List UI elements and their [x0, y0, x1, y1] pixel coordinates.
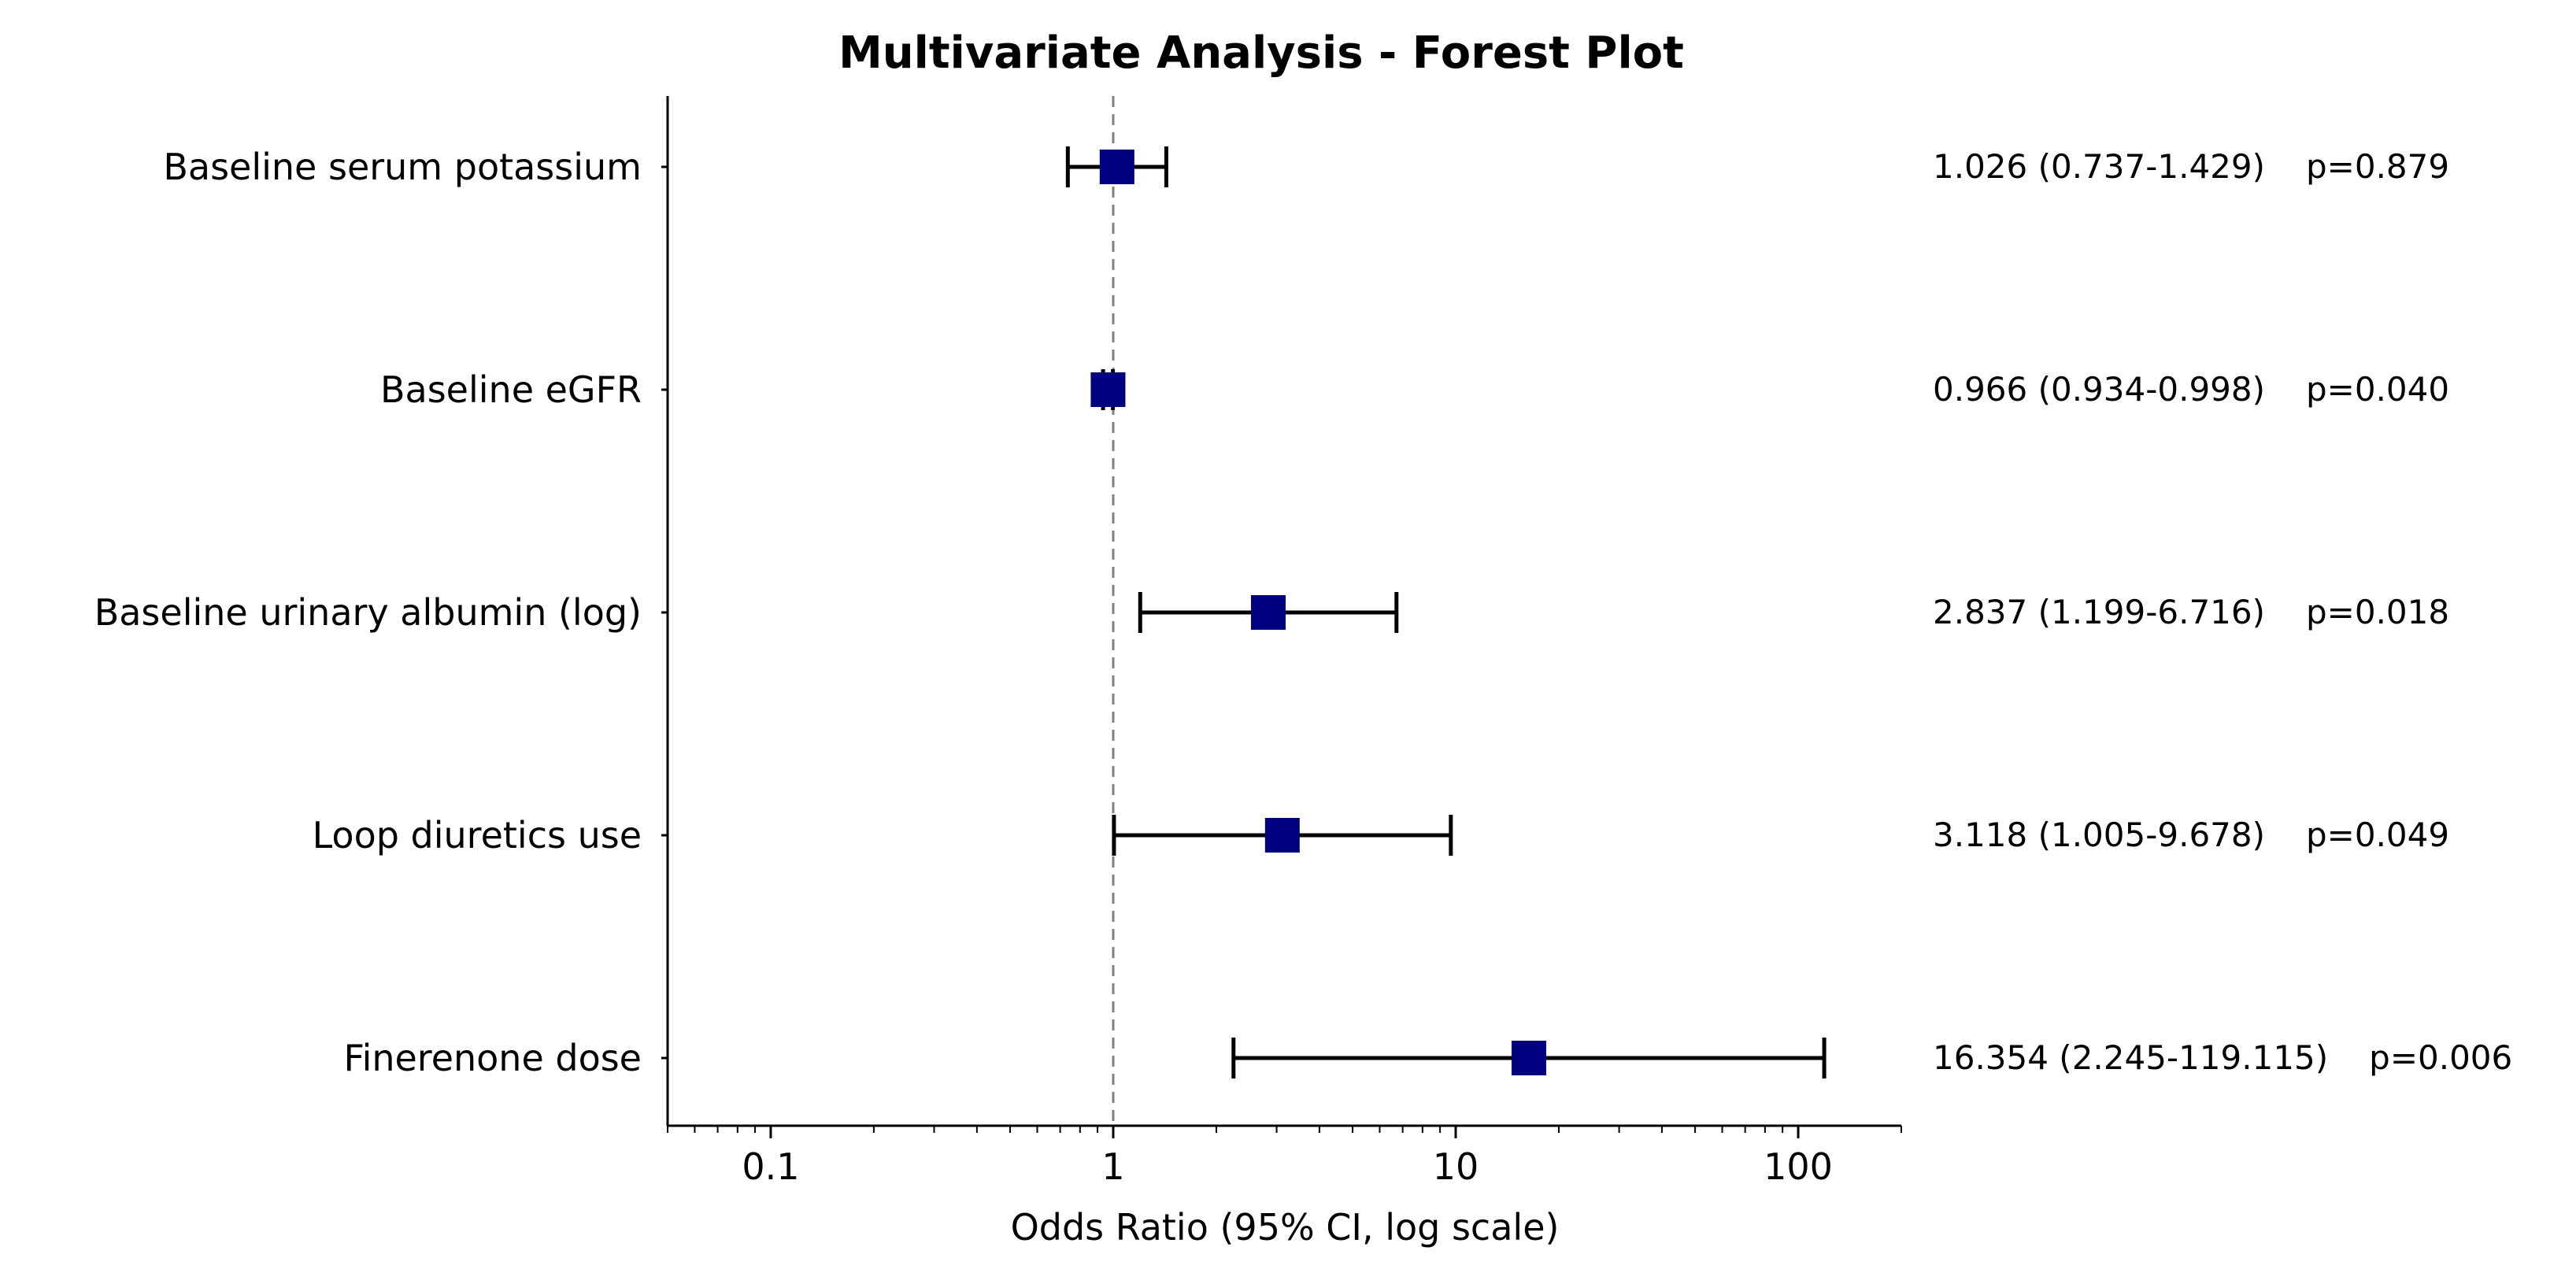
- row-label: Baseline serum potassium: [163, 146, 642, 188]
- p-value-annotation: p=0.049: [2306, 816, 2449, 854]
- row-label: Baseline eGFR: [380, 368, 642, 411]
- x-axis-label: Odds Ratio (95% CI, log scale): [1011, 1206, 1560, 1249]
- row-label: Baseline urinary albumin (log): [94, 591, 642, 634]
- p-value-annotation: p=0.879: [2306, 147, 2449, 186]
- forest-row: Loop diuretics use 3.118 (1.005-9.678) p=0…: [313, 814, 2449, 856]
- forest-row: Finerenone dose 16.354 (2.245-119.115) p=0…: [343, 1037, 2512, 1079]
- p-value-annotation: p=0.040: [2306, 370, 2449, 409]
- odds-ratio-marker: [1090, 372, 1126, 407]
- ci-annotation: 2.837 (1.199-6.716): [1933, 593, 2265, 631]
- forest-row: Baseline urinary albumin (log) 2.837 (1.1…: [94, 591, 2449, 634]
- odds-ratio-marker: [1250, 595, 1286, 630]
- odds-ratio-marker: [1099, 150, 1134, 184]
- x-tick-label: 1: [1101, 1145, 1124, 1188]
- p-value-annotation: p=0.006: [2369, 1038, 2512, 1077]
- x-tick-label: 10: [1433, 1145, 1479, 1188]
- forest-row: Baseline eGFR 0.966 (0.934-0.998) p=0.040: [380, 368, 2449, 411]
- ci-annotation: 16.354 (2.245-119.115): [1933, 1038, 2328, 1077]
- ci-annotation: 1.026 (0.737-1.429): [1933, 147, 2265, 186]
- p-value-annotation: p=0.018: [2306, 593, 2449, 631]
- odds-ratio-marker: [1264, 818, 1300, 853]
- x-tick-label: 100: [1764, 1145, 1833, 1188]
- row-label: Finerenone dose: [343, 1037, 642, 1079]
- forest-row: Baseline serum potassium 1.026 (0.737-1.4…: [163, 146, 2449, 188]
- ci-annotation: 0.966 (0.934-0.998): [1933, 370, 2265, 409]
- row-label: Loop diuretics use: [313, 814, 642, 856]
- odds-ratio-marker: [1511, 1041, 1546, 1075]
- chart-title: Multivariate Analysis - Forest Plot: [838, 28, 1684, 79]
- ci-annotation: 3.118 (1.005-9.678): [1933, 816, 2265, 854]
- x-tick-label: 0.1: [742, 1145, 799, 1188]
